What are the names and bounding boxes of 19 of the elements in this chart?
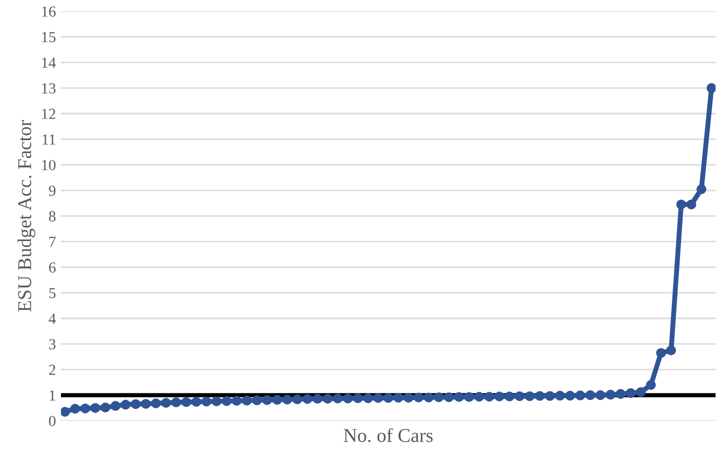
y-tick-label: 16 bbox=[42, 6, 56, 17]
y-tick-label: 0 bbox=[49, 416, 56, 426]
y-tick-label: 13 bbox=[42, 83, 56, 94]
x-axis-title: No. of Cars bbox=[344, 428, 433, 442]
y-tick-label: 3 bbox=[49, 339, 56, 350]
y-tick-label: 15 bbox=[42, 32, 56, 42]
y-tick-label: 8 bbox=[49, 211, 56, 222]
y-axis-title: ESU Budget Acc. Factor bbox=[18, 120, 36, 312]
y-tick-label: 7 bbox=[49, 236, 56, 247]
y-tick-label: 9 bbox=[48, 186, 56, 196]
y-tick-label: 6 bbox=[49, 262, 56, 273]
y-tick-label: 10 bbox=[42, 160, 56, 170]
y-tick-label: 11 bbox=[42, 134, 56, 145]
y-tick-label: 14 bbox=[42, 58, 56, 68]
y-tick-label: 4 bbox=[48, 314, 56, 324]
y-tick-label: 12 bbox=[42, 108, 56, 119]
y-tick-label: 1 bbox=[50, 390, 56, 400]
y-tick-label: 5 bbox=[49, 288, 56, 298]
y-tick-label: 2 bbox=[49, 364, 56, 375]
